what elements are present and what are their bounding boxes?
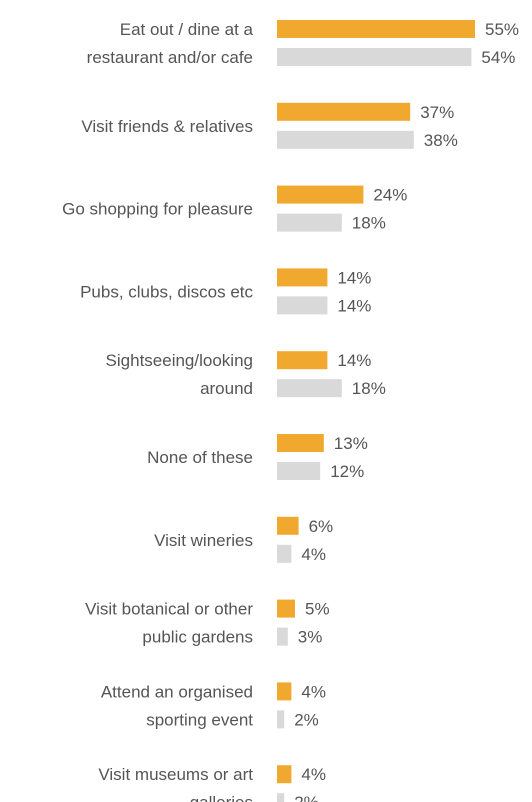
category-label-line: Visit friends & relatives bbox=[81, 117, 253, 136]
category-label: Eat out / dine at a restaurant and/or caf… bbox=[87, 20, 254, 67]
bar-series-2 bbox=[277, 544, 292, 563]
category-label: Sightseeing/looking around bbox=[106, 351, 253, 398]
bar-series-2 bbox=[277, 793, 285, 802]
category-label-line: Visit botanical or other bbox=[85, 600, 253, 619]
value-label-series-2: 2% bbox=[294, 793, 319, 802]
category-label: Attend an organised sporting event bbox=[101, 682, 253, 729]
value-label-series-1: 37% bbox=[420, 103, 454, 122]
category-label-line: Eat out / dine at a bbox=[120, 20, 254, 39]
category-label: Visit museums or art galleries bbox=[98, 765, 253, 802]
bar-series-1 bbox=[277, 516, 299, 535]
category-label: None of these bbox=[147, 448, 253, 467]
value-label-series-1: 14% bbox=[337, 268, 371, 287]
category-label-line: Pubs, clubs, discos etc bbox=[80, 282, 253, 301]
bar-series-2 bbox=[277, 627, 288, 646]
bar-series-1 bbox=[277, 185, 364, 204]
value-label-series-2: 38% bbox=[424, 131, 458, 150]
value-label-series-2: 14% bbox=[337, 296, 371, 315]
bar-series-2 bbox=[277, 130, 414, 149]
category-label: Visit botanical or other public gardens bbox=[85, 600, 253, 647]
value-label-series-1: 6% bbox=[309, 517, 334, 536]
bar-series-2 bbox=[277, 710, 285, 729]
value-label-series-2: 2% bbox=[294, 710, 319, 729]
value-label-series-2: 54% bbox=[481, 48, 515, 67]
bar-series-2 bbox=[277, 48, 472, 66]
category-label-line: Visit museums or art bbox=[98, 765, 253, 784]
bar-series-2 bbox=[277, 462, 321, 480]
category-label-line: Sightseeing/looking bbox=[106, 351, 253, 370]
bar-series-1 bbox=[277, 351, 328, 370]
category-label: Visit friends & relatives bbox=[81, 117, 253, 136]
value-label-series-1: 4% bbox=[301, 765, 326, 784]
bar-series-2 bbox=[277, 379, 342, 398]
category-label-line: public gardens bbox=[142, 628, 253, 647]
value-label-series-1: 13% bbox=[334, 434, 368, 453]
bar-series-1 bbox=[277, 20, 475, 38]
value-label-series-1: 55% bbox=[485, 20, 519, 39]
value-label-series-2: 4% bbox=[301, 545, 326, 564]
value-label-series-1: 14% bbox=[337, 351, 371, 370]
bar-series-1 bbox=[277, 268, 328, 287]
category-label-line: sporting event bbox=[146, 710, 253, 729]
category-label: Pubs, clubs, discos etc bbox=[80, 282, 253, 301]
category-label-line: restaurant and/or cafe bbox=[87, 48, 253, 67]
category-label-line: None of these bbox=[147, 448, 253, 467]
value-label-series-1: 5% bbox=[305, 600, 330, 619]
bar-series-1 bbox=[277, 765, 292, 784]
category-label-line: Attend an organised bbox=[101, 682, 253, 701]
category-label-line: galleries bbox=[190, 793, 253, 802]
bar-series-1 bbox=[277, 434, 324, 452]
value-label-series-2: 12% bbox=[330, 462, 364, 481]
value-label-series-1: 4% bbox=[301, 682, 326, 701]
bar-series-2 bbox=[277, 296, 328, 315]
value-label-series-2: 18% bbox=[352, 379, 386, 398]
category-label-line: Visit wineries bbox=[154, 531, 253, 550]
value-label-series-2: 3% bbox=[298, 628, 323, 647]
category-label: Go shopping for pleasure bbox=[62, 200, 253, 219]
category-label-line: around bbox=[200, 379, 253, 398]
bar-series-2 bbox=[277, 213, 342, 232]
bar-series-1 bbox=[277, 682, 292, 701]
bar-series-1 bbox=[277, 102, 411, 121]
value-label-series-1: 24% bbox=[373, 186, 407, 205]
category-label-line: Go shopping for pleasure bbox=[62, 200, 253, 219]
value-label-series-2: 18% bbox=[352, 214, 386, 233]
category-label: Visit wineries bbox=[154, 531, 253, 550]
bar-series-1 bbox=[277, 599, 295, 618]
